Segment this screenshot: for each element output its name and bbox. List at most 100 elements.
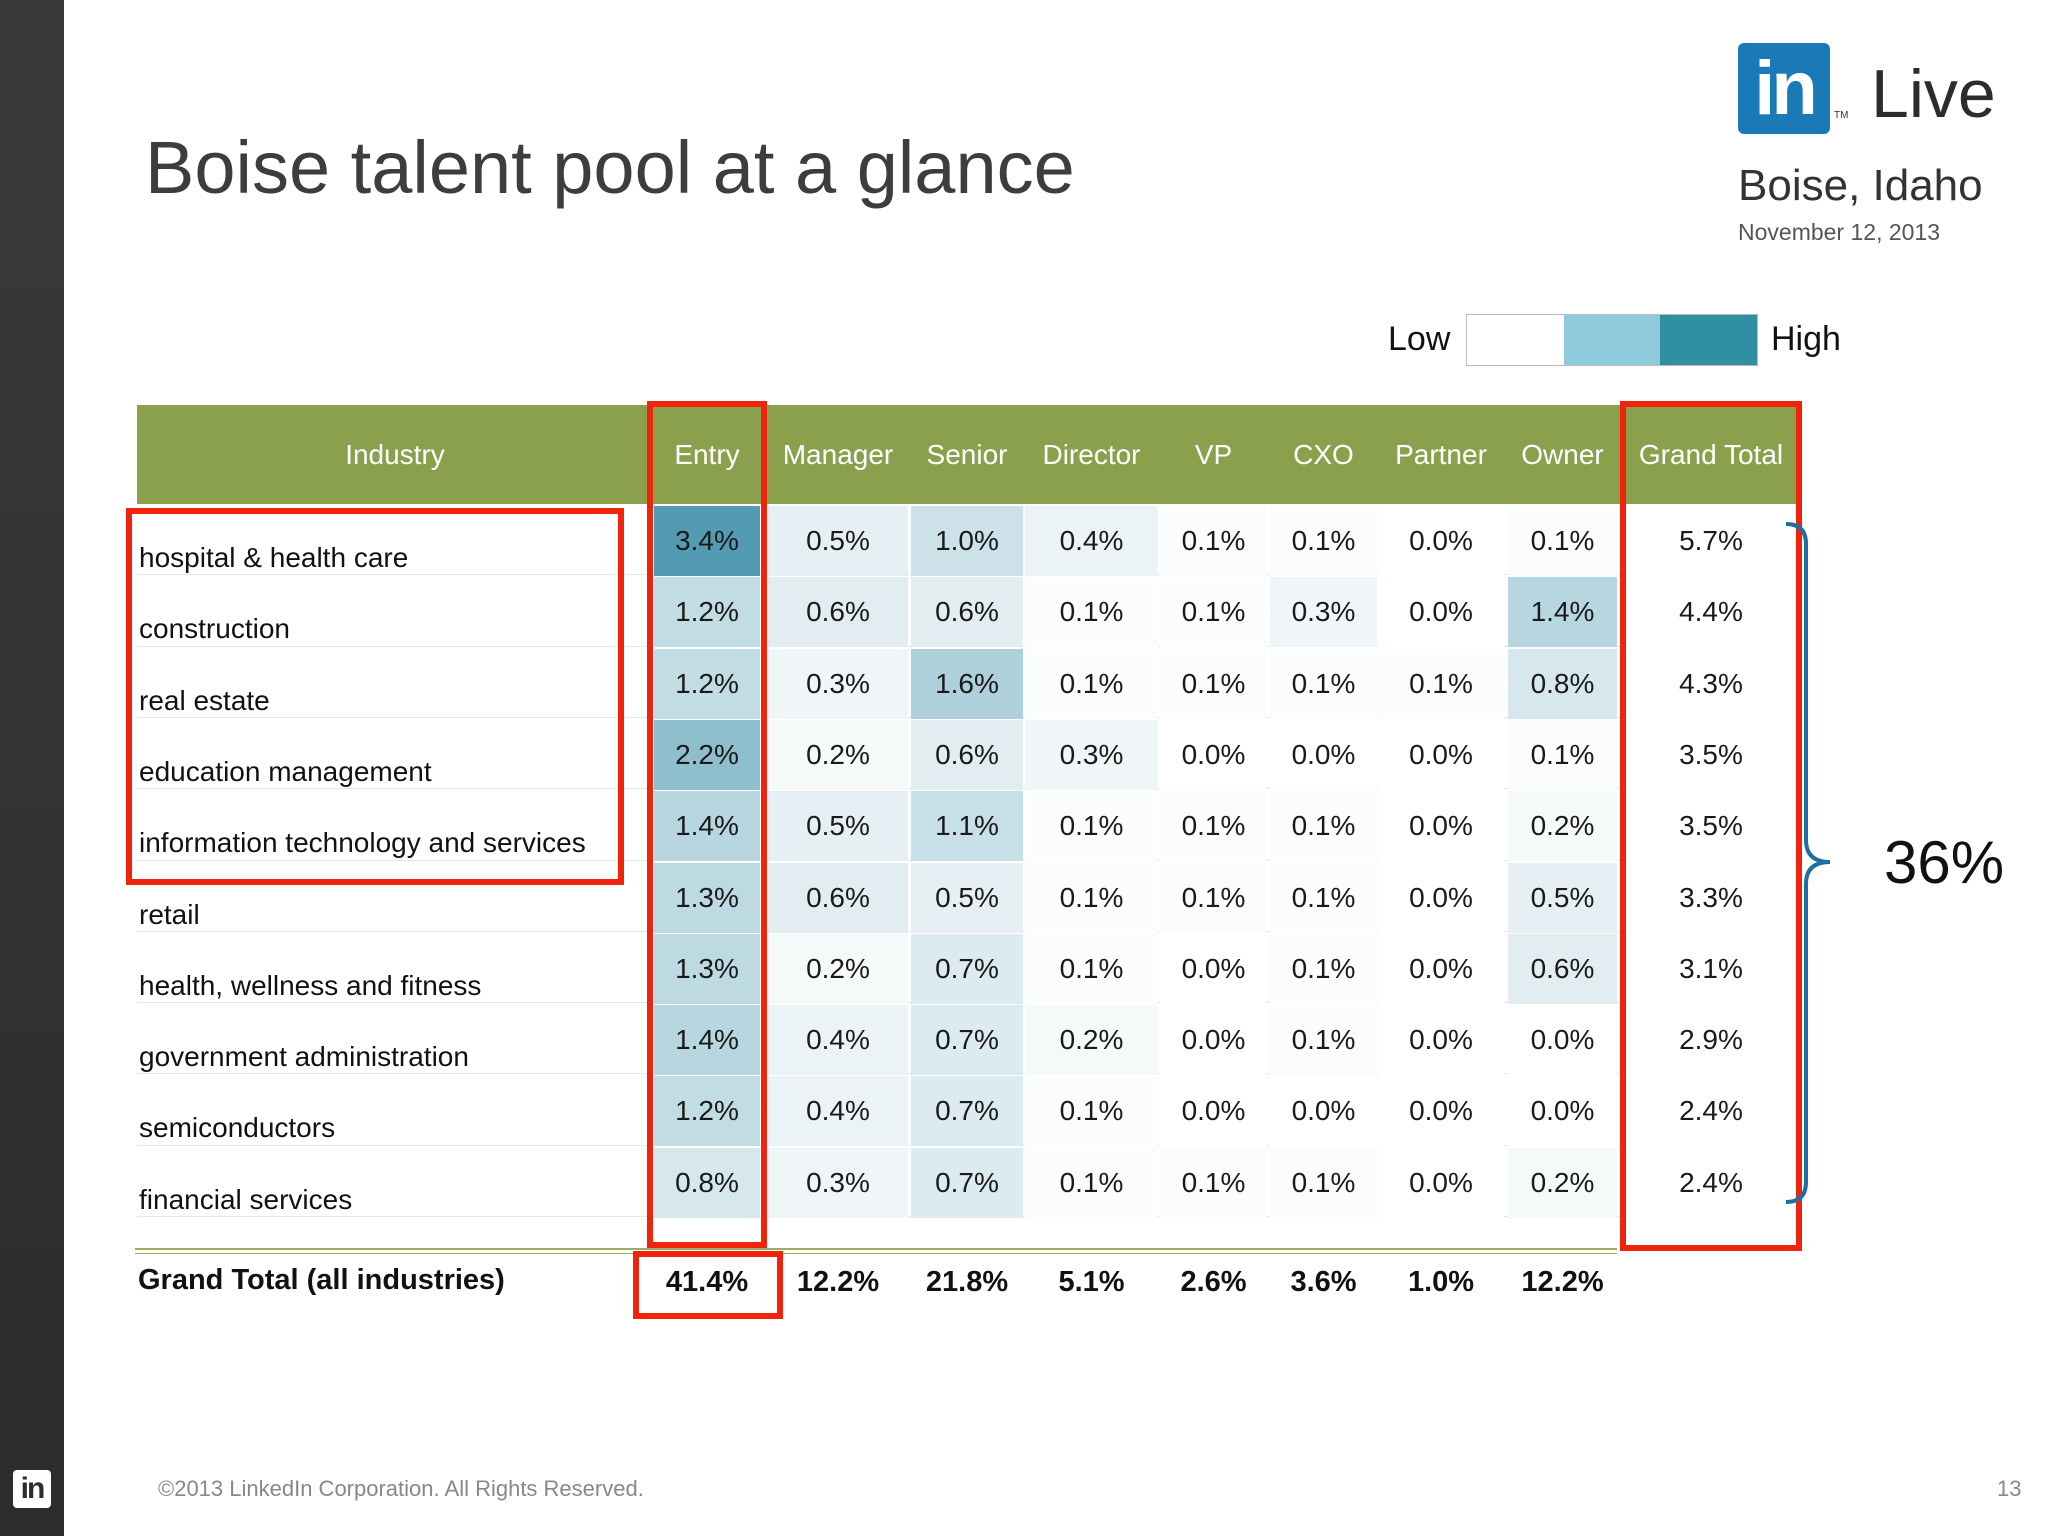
highlight-industries-box [126, 508, 624, 885]
grand-total-cell: 12.2% [796, 1266, 880, 1298]
page-number: 13 [1997, 1476, 2022, 1501]
industry-label: financial services [139, 1183, 353, 1215]
table-cell: 0.0% [1378, 1076, 1504, 1147]
table-cell: 0.3% [768, 1147, 908, 1218]
highlight-entry-column [647, 401, 767, 1248]
table-cell: 0.4% [768, 1005, 908, 1076]
table-cell: 0.1% [1270, 1147, 1377, 1218]
table-cell: 1.4% [654, 791, 760, 862]
grand-total-cell: 12.2% [1521, 1266, 1604, 1298]
grand-total-cell: 21.8% [925, 1266, 1009, 1298]
table-cell: 0.1% [1025, 933, 1158, 1004]
table-cell: 0.0% [1270, 719, 1377, 790]
column-header-cxo: CXO [1293, 439, 1354, 470]
trademark-mark: TM [1834, 110, 1849, 121]
table-cell: 1.0% [911, 506, 1023, 576]
table-cell: 0.4% [768, 1076, 908, 1147]
table-cell: 0.4% [1025, 506, 1158, 576]
table-cell: 0.0% [1160, 1076, 1267, 1147]
table-cell: 0.0% [1378, 577, 1504, 648]
table-cell: 3.5% [1624, 719, 1798, 790]
table-cell: 0.7% [911, 1076, 1023, 1147]
table-cell: 0.1% [1025, 791, 1158, 862]
table-cell: 2.4% [1624, 1076, 1798, 1147]
slide-title: Boise talent pool at a glance [145, 126, 1075, 209]
copyright-footer: ©2013 LinkedIn Corporation. All Rights R… [158, 1476, 644, 1501]
table-cell: 0.0% [1160, 719, 1267, 790]
table-cell: 1.2% [654, 648, 760, 719]
table-cell: 0.6% [768, 577, 908, 648]
table-cell: 0.1% [1270, 933, 1377, 1004]
table-cell: 0.2% [768, 719, 908, 790]
table-cell: 0.6% [1508, 933, 1617, 1004]
table-cell: 0.1% [1160, 862, 1267, 933]
table-cell: 0.1% [1025, 648, 1158, 719]
legend-swatch-mid [1563, 315, 1661, 365]
column-header-vp: VP [1194, 439, 1233, 470]
table-cell: 0.8% [654, 1147, 760, 1218]
table-cell: 0.0% [1270, 1076, 1377, 1147]
table-cell: 0.6% [911, 577, 1023, 648]
table-cell: 0.5% [768, 791, 908, 862]
table-cell: 0.2% [1508, 791, 1617, 862]
highlight-grand-total-column [1620, 401, 1802, 1251]
industry-label: construction [139, 613, 290, 645]
table-cell: 0.0% [1160, 1005, 1267, 1076]
table-cell: 1.1% [911, 791, 1023, 862]
industry-label: information technology and services [139, 827, 586, 859]
industry-label: government administration [139, 1041, 469, 1073]
table-cell: 0.7% [911, 1147, 1023, 1218]
table-cell: 0.2% [1025, 1005, 1158, 1076]
total-divider-thin [135, 1253, 1617, 1254]
table-cell: 0.1% [1270, 862, 1377, 933]
table-cell: 0.1% [1160, 648, 1267, 719]
table-cell: 0.6% [911, 719, 1023, 790]
table-cell: 0.0% [1378, 1005, 1504, 1076]
industry-label: retail [139, 898, 200, 930]
table-cell: 0.3% [768, 648, 908, 719]
grand-total-cell: 5.1% [1058, 1266, 1125, 1298]
legend-high-label: High [1771, 320, 1841, 358]
grand-total-cell: 1.0% [1407, 1266, 1475, 1298]
table-cell: 0.5% [1508, 862, 1617, 933]
event-city: Boise, Idaho [1738, 161, 1983, 210]
legend-swatch-high [1660, 315, 1758, 365]
curly-brace-icon [1785, 522, 1831, 1204]
column-header-director: Director [1042, 439, 1141, 470]
table-cell: 0.1% [1025, 577, 1158, 648]
total-divider [135, 1248, 1617, 1250]
table-cell: 1.4% [654, 1005, 760, 1076]
table-cell: 1.3% [654, 862, 760, 933]
bracket-percentage-label: 36% [1884, 829, 2005, 896]
column-header-partner: Partner [1395, 439, 1487, 470]
industry-label: education management [139, 755, 432, 787]
table-cell: 0.6% [768, 862, 908, 933]
table-cell: 0.0% [1160, 933, 1267, 1004]
table-cell: 0.5% [911, 862, 1023, 933]
grand-total-label: Grand Total (all industries) [138, 1264, 505, 1296]
table-cell: 1.4% [1508, 577, 1617, 648]
table-cell: 0.3% [1270, 577, 1377, 648]
table-cell: 0.1% [1270, 648, 1377, 719]
table-cell: 0.0% [1378, 791, 1504, 862]
table-cell: 5.7% [1624, 506, 1798, 576]
table-cell: 0.1% [1378, 648, 1504, 719]
legend-low-label: Low [1388, 320, 1451, 358]
table-cell: 3.5% [1624, 791, 1798, 862]
table-cell: 3.1% [1624, 933, 1798, 1004]
linkedin-small-logo: in [13, 1470, 51, 1508]
column-header-grand-total: Grand Total [1638, 439, 1784, 470]
table-cell: 0.1% [1270, 506, 1377, 576]
column-header-owner: Owner [1521, 439, 1604, 470]
table-cell: 0.1% [1025, 1147, 1158, 1218]
table-cell: 0.3% [1025, 719, 1158, 790]
table-cell: 0.0% [1508, 1005, 1617, 1076]
table-cell: 0.1% [1025, 862, 1158, 933]
table-cell: 0.5% [768, 506, 908, 576]
left-side-bar [0, 0, 64, 1536]
industry-label: health, wellness and fitness [139, 969, 482, 1001]
industry-label: semiconductors [139, 1112, 336, 1144]
table-cell: 0.0% [1378, 506, 1504, 576]
table-cell: 3.4% [654, 506, 760, 576]
linkedin-live-brand: in TM Live Boise, Idaho November 12, 201… [1738, 43, 1998, 253]
